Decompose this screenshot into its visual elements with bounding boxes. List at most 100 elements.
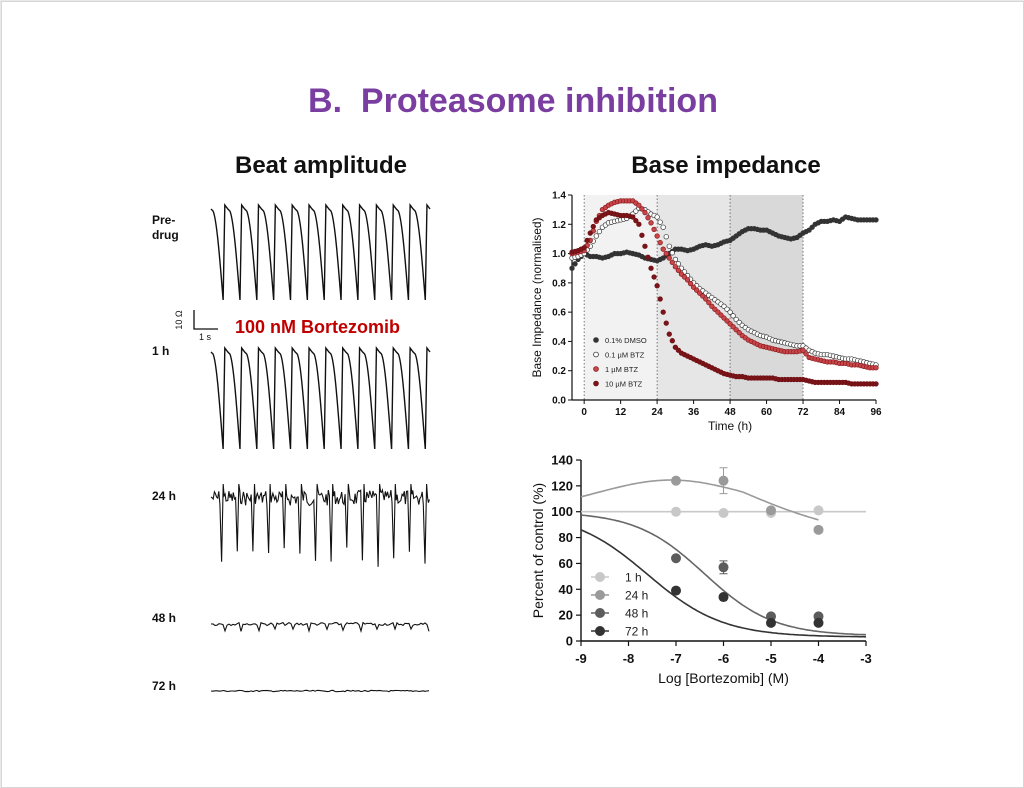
data-point	[873, 217, 879, 223]
y-tick-label-6: 1.2	[552, 220, 566, 231]
data-point	[800, 347, 806, 353]
y-tick-label-4: 80	[559, 530, 573, 545]
y-tick-label-3: 0.6	[552, 308, 566, 319]
x-tick-label-8: 96	[870, 407, 882, 418]
legend-marker-0	[595, 572, 605, 582]
data-point	[873, 381, 879, 387]
data-point-interp	[669, 250, 675, 256]
legend-label-2: 48 h	[625, 607, 648, 621]
dose-response-chart: 0 20 40 60 80 100 120 140 -9 -8 -7 -6 -5 -4 -3 Log [Bor…	[530, 453, 872, 687]
data-point	[684, 277, 691, 283]
trace-predrug	[210, 202, 431, 301]
data-point-interp	[730, 313, 736, 319]
trace-48h	[210, 621, 430, 634]
x-tick-label-7: 84	[834, 407, 846, 418]
data-point-interp	[669, 259, 675, 266]
x-tick-label-4: -5	[765, 651, 777, 666]
trace-label-1h: 1 h	[152, 344, 169, 358]
data-point-interp	[657, 239, 663, 246]
y-tick-label-5: 100	[551, 504, 573, 519]
data-point	[666, 255, 672, 261]
x-tick-label-3: -6	[718, 651, 730, 666]
data-point	[666, 243, 672, 249]
data-point	[581, 245, 587, 251]
legend-label-3: 10 µM BTZ	[605, 380, 643, 389]
trace-label-predrug-line2: drug	[152, 228, 179, 242]
legend-marker-2	[595, 608, 605, 618]
data-point	[671, 585, 681, 596]
shaded-region-0	[584, 195, 658, 400]
legend-marker-3	[593, 380, 599, 387]
shaded-region-2	[730, 195, 804, 400]
legend-label-1: 24 h	[625, 589, 648, 603]
data-point	[654, 283, 660, 289]
y-tick-label-2: 0.4	[552, 337, 566, 348]
x-tick-label-1: -8	[623, 651, 635, 666]
trace-label-24h: 24 h	[152, 489, 176, 503]
data-point	[671, 553, 681, 564]
legend-label-3: 72 h	[625, 625, 648, 639]
data-point-interp	[590, 223, 596, 230]
legend-marker-2	[593, 366, 599, 372]
series-3	[569, 209, 879, 387]
x-tick-label-5: 60	[761, 407, 773, 418]
data-point-interp	[657, 219, 663, 225]
trace-1h	[210, 345, 431, 450]
x-tick-label-6: -3	[860, 651, 872, 666]
x-tick-label-2: 24	[652, 407, 664, 418]
data-point-interp	[803, 351, 809, 357]
data-point-interp	[645, 215, 651, 221]
fit-curve-3	[580, 529, 867, 638]
legend-marker-1	[595, 590, 605, 600]
trace-label-predrug: Pre- drug	[152, 213, 179, 242]
x-tick-label-3: 36	[688, 407, 700, 418]
x-axis-label: Log [Bortezomib] (M)	[658, 670, 789, 686]
y-tick-label-5: 1.0	[552, 249, 566, 260]
data-point-interp	[687, 280, 694, 287]
data-point-interp	[651, 226, 657, 233]
data-point	[660, 309, 666, 315]
trace-24h	[210, 483, 430, 567]
data-point-interp	[633, 217, 639, 224]
scale-bar	[193, 310, 218, 330]
data-point-interp	[675, 267, 682, 274]
x-tick-label-0: 0	[581, 407, 587, 418]
beat-amplitude-heading: Beat amplitude	[235, 152, 407, 179]
trace-label-48h: 48 h	[152, 611, 176, 625]
data-point-interp	[639, 206, 645, 212]
y-tick-label-1: 20	[559, 608, 573, 623]
legend-label-0: 0.1% DMSO	[605, 336, 647, 345]
data-point-interp	[706, 299, 712, 306]
data-point-interp	[669, 338, 675, 344]
y-tick-label-3: 60	[559, 556, 573, 571]
data-point-interp	[663, 234, 669, 240]
legend-marker-1	[593, 351, 599, 358]
series-2	[580, 514, 867, 636]
x-tick-label-5: -4	[813, 651, 825, 666]
trace-label-72h: 72 h	[152, 679, 176, 693]
data-point-interp	[584, 237, 590, 244]
y-axis-label: Base Impedance (normalised)	[530, 217, 544, 377]
x-tick-label-2: -7	[670, 651, 682, 666]
data-point	[873, 365, 879, 371]
data-point	[642, 209, 648, 216]
trace-label-predrug-line1: Pre-	[152, 213, 175, 227]
legend-marker-0	[593, 337, 599, 343]
y-tick-label-4: 0.8	[552, 278, 566, 289]
x-axis-label: Time (h)	[708, 419, 752, 433]
data-point	[813, 524, 824, 535]
y-tick-label-7: 1.4	[552, 191, 566, 202]
data-point	[654, 233, 660, 239]
data-point	[636, 202, 642, 208]
data-point	[630, 214, 636, 220]
x-tick-label-1: 12	[615, 407, 627, 418]
series-0	[581, 505, 866, 519]
data-point	[718, 562, 729, 573]
data-point	[648, 220, 654, 226]
data-point	[671, 475, 681, 486]
data-point	[654, 214, 660, 220]
data-point	[766, 505, 776, 516]
data-point	[672, 264, 679, 270]
data-point-interp	[651, 274, 657, 280]
